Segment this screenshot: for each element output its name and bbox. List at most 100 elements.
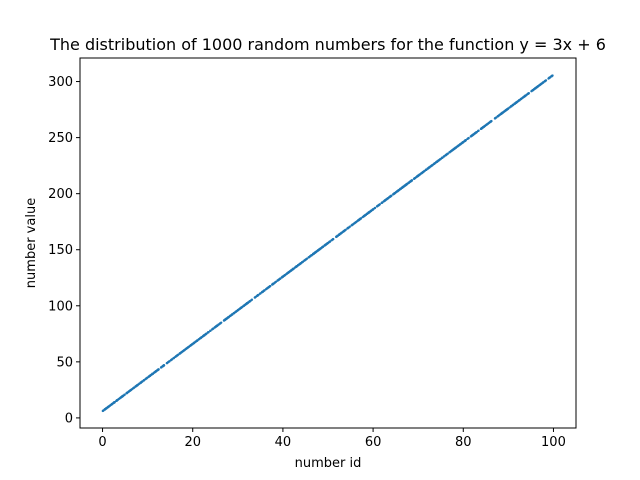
x-tick-label: 100: [541, 435, 566, 450]
data-point: [424, 168, 428, 172]
data-point: [304, 258, 307, 261]
data-point: [199, 337, 202, 340]
y-tick-label: 300: [48, 75, 73, 90]
data-point: [384, 198, 387, 202]
data-point: [510, 104, 513, 108]
x-tick-label: 60: [365, 435, 382, 450]
data-point: [230, 313, 233, 317]
data-point: [542, 81, 545, 84]
data-point: [254, 295, 258, 299]
data-point: [371, 208, 375, 211]
data-point: [240, 306, 243, 309]
data-point: [493, 117, 497, 120]
data-point: [463, 139, 466, 143]
data-point: [417, 174, 420, 177]
chart-title: The distribution of 1000 random numbers …: [49, 35, 606, 54]
data-point: [192, 341, 196, 345]
data-point: [473, 132, 476, 136]
data-point: [376, 204, 379, 208]
data-point: [298, 262, 301, 266]
data-point: [344, 228, 347, 232]
data-point: [108, 404, 111, 408]
data-point: [285, 272, 289, 275]
data-point: [195, 339, 199, 342]
data-point: [550, 74, 553, 78]
data-point: [380, 201, 384, 204]
data-point: [446, 152, 449, 155]
data-point: [449, 149, 453, 153]
data-point: [283, 273, 287, 277]
data-point: [148, 374, 151, 378]
data-point: [482, 125, 485, 129]
x-tick-label: 80: [455, 435, 472, 450]
data-point: [408, 180, 411, 184]
data-point: [310, 254, 313, 257]
data-point: [117, 397, 121, 401]
data-point: [547, 77, 550, 80]
data-point: [536, 85, 539, 88]
y-axis-label: number value: [24, 198, 39, 288]
data-point: [433, 162, 436, 165]
data-point: [236, 309, 240, 312]
data-point: [189, 344, 193, 347]
data-point: [157, 368, 160, 371]
data-point: [444, 153, 447, 157]
x-tick-label: 40: [275, 435, 292, 450]
data-point: [455, 145, 459, 148]
data-point: [351, 223, 354, 226]
axes-frame: [79, 57, 577, 429]
data-point: [454, 146, 457, 150]
data-point: [403, 184, 406, 188]
x-axis-label: number id: [295, 456, 362, 471]
data-point: [105, 407, 108, 410]
data-point: [259, 292, 262, 295]
data-point: [132, 386, 135, 390]
data-point: [301, 260, 304, 264]
y-tick-label: 150: [48, 243, 73, 258]
data-point: [357, 219, 360, 222]
data-point: [331, 238, 334, 241]
data-point: [245, 302, 249, 305]
data-point: [486, 122, 489, 126]
data-point: [394, 191, 398, 194]
data-point: [513, 102, 516, 106]
data-point: [145, 377, 148, 380]
data-point: [489, 120, 493, 123]
data-points: [101, 74, 554, 413]
data-point: [321, 245, 325, 249]
data-point: [354, 221, 357, 224]
data-point: [153, 370, 157, 374]
data-point: [227, 315, 230, 319]
data-point: [202, 334, 205, 338]
data-point: [243, 303, 246, 307]
data-point: [504, 109, 507, 112]
data-point: [167, 360, 170, 364]
y-tick-label: 250: [48, 131, 73, 146]
data-point: [323, 244, 326, 247]
data-point: [138, 382, 141, 385]
data-point: [399, 187, 402, 190]
data-point: [436, 160, 439, 163]
data-point: [125, 392, 128, 395]
y-tick-label: 50: [56, 355, 73, 370]
data-point: [519, 97, 523, 101]
data-point: [538, 84, 541, 87]
data-point: [211, 327, 215, 331]
data-point: [469, 135, 473, 138]
data-point: [467, 137, 470, 140]
data-point: [128, 389, 132, 392]
data-point: [141, 380, 144, 383]
data-point: [386, 197, 390, 200]
data-point: [508, 106, 511, 109]
data-point: [248, 300, 251, 303]
x-axis-ticks: 0 20 40 60 80 100: [98, 428, 566, 450]
data-point: [115, 399, 119, 402]
data-point: [341, 230, 344, 234]
data-point: [506, 107, 509, 111]
data-point: [136, 384, 139, 387]
data-point: [151, 372, 154, 376]
data-point: [224, 318, 227, 321]
data-point: [405, 183, 408, 186]
data-point: [441, 156, 444, 159]
data-point: [346, 226, 350, 230]
